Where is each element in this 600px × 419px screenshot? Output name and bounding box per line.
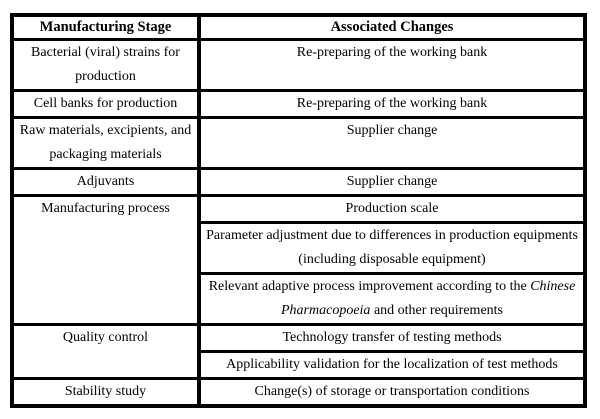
change-text-italic: Chinese Pharmacopoeia — [281, 279, 576, 318]
stage-cell-banks: Cell banks for production — [10, 89, 201, 119]
table-subrow: Parameter adjustment due to differences … — [12, 221, 587, 275]
change-cell: Parameter adjustment due to differences … — [197, 221, 587, 275]
change-cell: Technology transfer of testing methods — [197, 323, 587, 353]
change-text-pre: Relevant adaptive process improvement ac… — [208, 279, 531, 294]
manufacturing-changes-table: Manufacturing Stage Associated Changes B… — [10, 13, 587, 408]
change-cell: Supplier change — [197, 167, 587, 197]
change-text-post: and other requirements — [370, 303, 503, 318]
table-row: Quality control Technology transfer of t… — [10, 323, 587, 380]
change-cell: Re-preparing of the working bank — [197, 38, 587, 92]
change-cell: Applicability validation for the localiz… — [197, 350, 587, 380]
stage-manufacturing-process: Manufacturing process — [10, 194, 201, 326]
table-row: Raw materials, excipients, and packaging… — [10, 116, 587, 170]
table-row: Bacterial (viral) strains for production… — [10, 38, 587, 92]
change-cell-rich: Relevant adaptive process improvement ac… — [197, 272, 587, 326]
stage-quality-control: Quality control — [10, 323, 201, 380]
change-cell: Re-preparing of the working bank — [197, 89, 587, 119]
header-manufacturing-stage: Manufacturing Stage — [10, 13, 201, 41]
stage-raw-materials: Raw materials, excipients, and packaging… — [10, 116, 201, 170]
stage-bacterial-strains: Bacterial (viral) strains for production — [10, 38, 201, 92]
table-row: Manufacturing process Production scale — [10, 194, 587, 326]
table-subrow: Applicability validation for the localiz… — [12, 350, 587, 380]
stage-adjuvants: Adjuvants — [10, 167, 201, 197]
change-cell: Supplier change — [197, 116, 587, 170]
table-row: Cell banks for production Re-preparing o… — [10, 89, 587, 119]
table-row: Stability study Change(s) of storage or … — [10, 377, 587, 408]
stage-stability-study: Stability study — [10, 377, 201, 408]
table-header-row: Manufacturing Stage Associated Changes — [10, 13, 587, 41]
change-cell: Change(s) of storage or transportation c… — [197, 377, 587, 408]
table-subrow: Relevant adaptive process improvement ac… — [12, 272, 587, 326]
change-cell: Production scale — [197, 194, 587, 224]
table-row: Adjuvants Supplier change — [10, 167, 587, 197]
header-associated-changes: Associated Changes — [197, 13, 587, 41]
manufacturing-changes-table-container: Manufacturing Stage Associated Changes B… — [10, 13, 587, 408]
